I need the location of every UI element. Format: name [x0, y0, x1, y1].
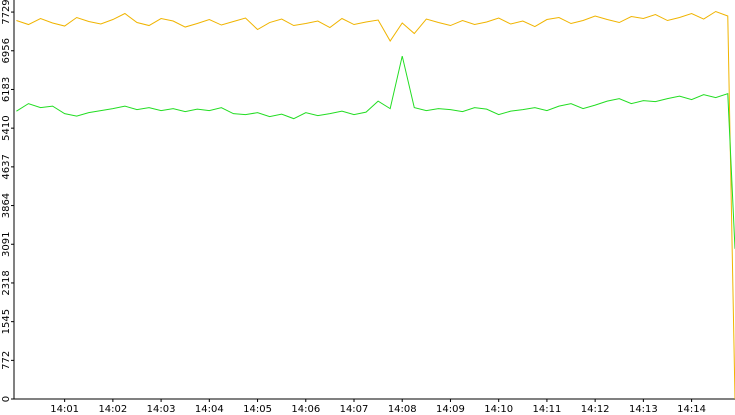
x-tick-label: 14:14 [677, 404, 706, 415]
x-tick-label: 14:12 [581, 404, 610, 415]
y-tick-label: 1545 [1, 309, 12, 334]
x-tick-label: 14:13 [629, 404, 658, 415]
y-tick-label: 772 [1, 351, 12, 370]
y-tick-label: 6183 [1, 77, 12, 102]
x-tick-label: 14:03 [147, 404, 176, 415]
x-tick-label: 14:08 [388, 404, 417, 415]
series-line [16, 55, 735, 249]
x-tick-label: 14:11 [532, 404, 561, 415]
y-tick-label: 0 [1, 396, 12, 402]
x-tick-label: 14:05 [243, 404, 272, 415]
x-tick-label: 14:02 [98, 404, 127, 415]
y-tick-label: 5410 [1, 115, 12, 140]
y-tick-label: 7729 [1, 0, 12, 25]
y-tick-label: 3091 [1, 232, 12, 257]
x-tick-label: 14:10 [484, 404, 513, 415]
x-tick-label: 14:06 [291, 404, 320, 415]
x-tick-label: 14:04 [195, 404, 224, 415]
y-tick-label: 2318 [1, 270, 12, 295]
x-tick-label: 14:07 [340, 404, 369, 415]
series-line [16, 10, 735, 400]
y-tick-label: 4637 [1, 154, 12, 179]
y-tick-label: 6956 [1, 38, 12, 63]
y-tick-label: 3864 [1, 193, 12, 218]
x-tick-label: 14:09 [436, 404, 465, 415]
x-tick-label: 14:01 [50, 404, 79, 415]
